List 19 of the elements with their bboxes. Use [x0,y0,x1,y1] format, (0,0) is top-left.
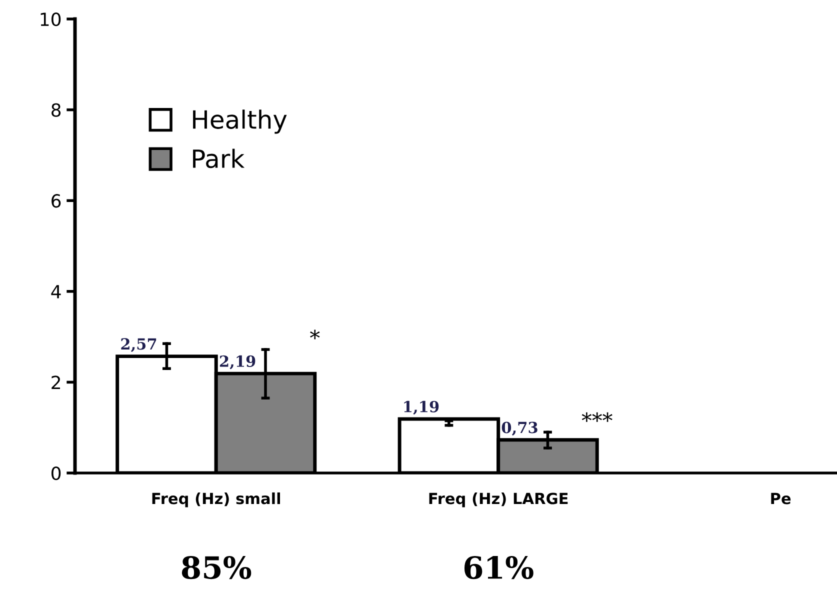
data-label: 2,57 [121,338,156,352]
y-tick-label: 2 [52,376,60,390]
annotation: * [310,330,320,340]
y-tick-label: 6 [52,194,61,208]
x-tick-label: Freq (Hz) small [152,492,280,508]
y-tick-label: 0 [52,466,61,480]
legend-label: Park [193,148,245,168]
x-tick-label: Freq (Hz) LARGE [429,492,568,508]
y-tick-label: 8 [52,103,61,117]
data-label: 0,73 [502,422,538,436]
data-label: 2,19 [220,355,256,370]
text: 85% [182,556,252,580]
data-label: 1,19 [404,400,439,415]
x-tick-label: Pe [771,492,791,504]
y-tick-label: 4 [51,285,61,298]
legend-label: Healthy [193,110,287,134]
annotation: *** [582,412,612,422]
y-tick-label: 10 [40,12,61,26]
text: 61% [464,556,534,580]
